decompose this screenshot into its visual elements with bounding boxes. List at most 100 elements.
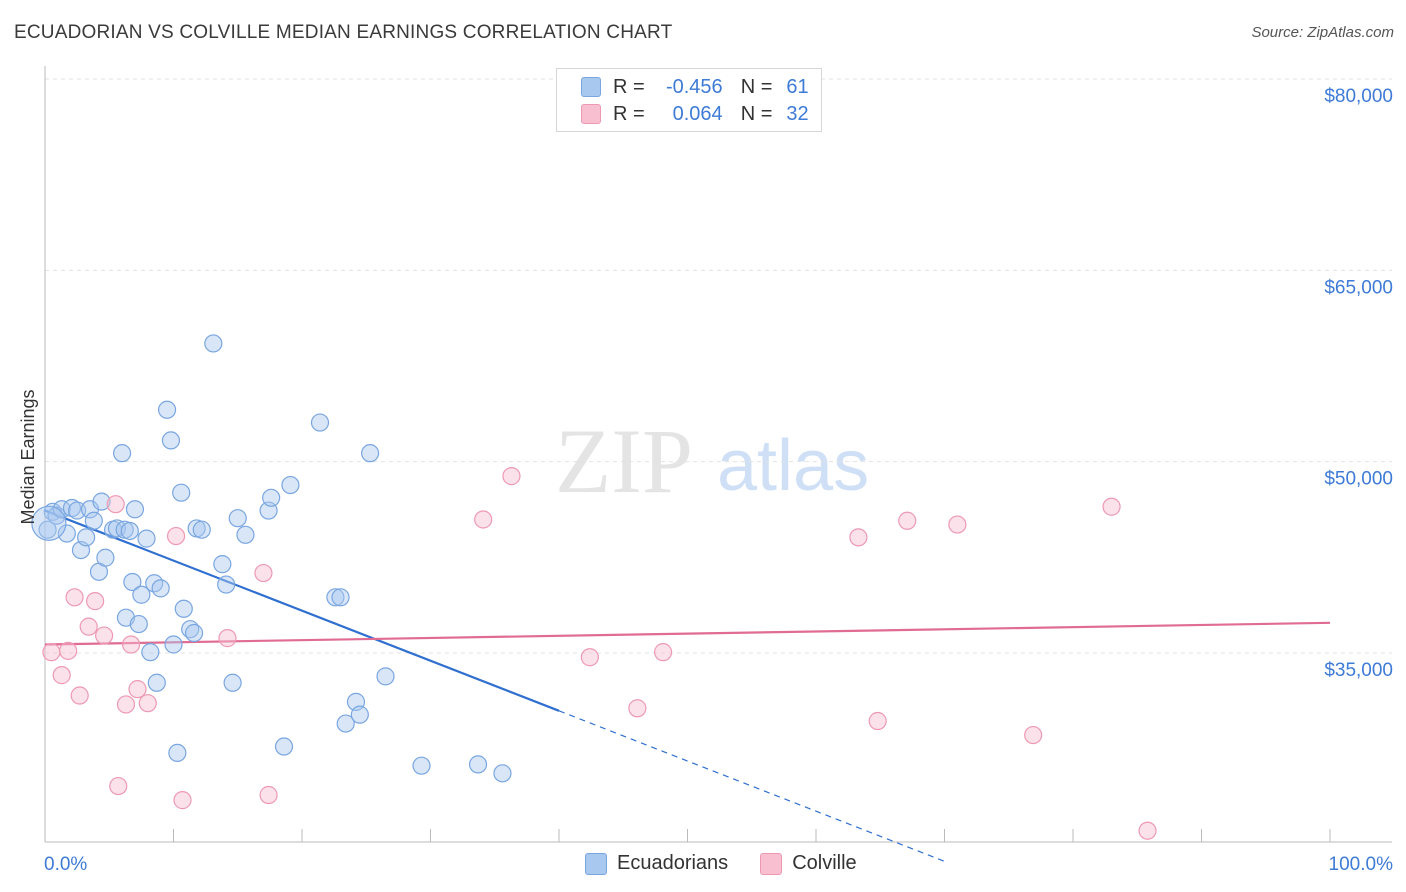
point-ecuadorians — [184, 623, 204, 643]
point-colville — [121, 635, 141, 654]
point-ecuadorians — [123, 572, 142, 592]
point-colville — [42, 643, 61, 662]
point-colville — [116, 695, 136, 714]
y-tick-label: $50,000 — [1324, 469, 1393, 490]
point-ecuadorians — [172, 483, 191, 502]
point-colville — [1024, 725, 1043, 745]
point-ecuadorians — [331, 588, 350, 607]
legend-r-label: R = — [613, 75, 645, 98]
point-ecuadorians — [310, 413, 330, 432]
legend-label-colville: Colville — [792, 852, 857, 874]
point-colville — [86, 592, 105, 611]
point-ecuadorians — [96, 548, 115, 567]
point-ecuadorians — [77, 528, 96, 547]
point-colville — [59, 641, 78, 660]
point-colville — [849, 528, 868, 547]
legend-n-value: 32 — [786, 102, 809, 125]
point-colville — [628, 699, 647, 718]
trendline-ecuadorians — [44, 509, 560, 712]
point-ecuadorians — [493, 764, 512, 783]
point-colville — [1102, 497, 1121, 516]
point-ecuadorians — [213, 555, 232, 574]
point-ecuadorians — [84, 511, 103, 530]
tick-labels: $35,000 $50,000 $65,000 $80,000 0.0% 100.0% — [44, 86, 1393, 875]
point-colville — [474, 510, 493, 529]
point-ecuadorians — [350, 705, 369, 724]
point-colville — [138, 694, 157, 713]
point-colville — [653, 643, 673, 662]
point-ecuadorians — [468, 755, 488, 774]
legend-item-ecuadorians[interactable]: Ecuadorians — [585, 852, 728, 875]
point-ecuadorians — [217, 575, 236, 594]
y-tick-label: $80,000 — [1324, 86, 1393, 107]
watermark: ZIP atlas — [555, 410, 869, 512]
legend-label-ecuadorians: Ecuadorians — [617, 852, 729, 874]
point-ecuadorians — [361, 444, 380, 463]
point-ecuadorians — [223, 673, 242, 692]
point-ecuadorians — [129, 614, 148, 634]
point-colville — [259, 785, 278, 805]
point-ecuadorians — [141, 643, 160, 662]
point-ecuadorians — [228, 509, 247, 528]
point-colville — [128, 680, 147, 699]
legend-n-label: N = — [740, 75, 773, 98]
point-ecuadorians — [62, 498, 82, 518]
point-colville — [502, 467, 521, 486]
source-label: Source: ZipAtlas.com — [1251, 24, 1394, 41]
point-ecuadorians — [161, 431, 181, 450]
legend-r-label: R = — [613, 102, 645, 125]
point-colville — [254, 563, 273, 583]
point-ecuadorians — [112, 444, 132, 463]
point-colville — [868, 711, 887, 731]
legend-item-colville[interactable]: Colville — [760, 852, 857, 875]
point-ecuadorians — [326, 588, 345, 607]
point-colville — [1138, 821, 1157, 840]
y-tick-label: $35,000 — [1324, 660, 1393, 681]
point-ecuadorians — [151, 579, 170, 598]
data-points — [31, 334, 1157, 840]
point-colville — [580, 648, 599, 667]
point-colville — [218, 629, 237, 648]
point-ecuadorians — [137, 529, 156, 548]
legend-n-label: N = — [740, 102, 773, 125]
point-ecuadorians — [204, 334, 223, 353]
point-ecuadorians — [376, 667, 395, 686]
point-colville — [948, 515, 967, 534]
stats-legend: R = -0.456 N = 61 R = 0.064 N = 32 — [556, 68, 822, 132]
gridlines — [45, 78, 1392, 654]
point-ecuadorians — [57, 524, 76, 543]
legend-swatch-colville — [581, 104, 601, 124]
point-ecuadorians — [262, 488, 281, 507]
point-ecuadorians — [38, 520, 57, 539]
series-legend: Ecuadorians Colville — [585, 852, 889, 875]
point-ecuadorians — [168, 743, 187, 763]
point-ecuadorians — [236, 525, 255, 544]
point-ecuadorians — [125, 500, 145, 519]
watermark-atlas: atlas — [717, 426, 869, 506]
point-colville — [106, 495, 125, 514]
point-colville — [898, 511, 917, 530]
point-colville — [95, 626, 114, 645]
point-colville — [109, 776, 128, 796]
point-ecuadorians — [192, 520, 211, 539]
point-colville — [173, 791, 192, 810]
legend-row-colville: R = 0.064 N = 32 — [581, 102, 809, 126]
legend-swatch-colville — [760, 852, 783, 875]
point-colville — [70, 686, 89, 705]
legend-r-value: 0.064 — [672, 102, 723, 125]
point-ecuadorians — [92, 492, 111, 511]
x-tick-label: 100.0% — [1329, 854, 1394, 875]
point-ecuadorians-large — [31, 505, 67, 541]
legend-n-value: 61 — [786, 75, 809, 98]
y-tick-label: $65,000 — [1324, 277, 1393, 298]
point-ecuadorians — [120, 521, 139, 541]
point-ecuadorians — [336, 714, 355, 733]
legend-r-value: -0.456 — [665, 75, 723, 98]
axes — [44, 66, 1392, 843]
point-ecuadorians — [132, 585, 151, 604]
point-ecuadorians — [274, 737, 294, 756]
x-tick-label: 0.0% — [44, 854, 87, 875]
point-ecuadorians — [174, 599, 193, 618]
trendline-ecuadorians-extension — [558, 710, 945, 862]
